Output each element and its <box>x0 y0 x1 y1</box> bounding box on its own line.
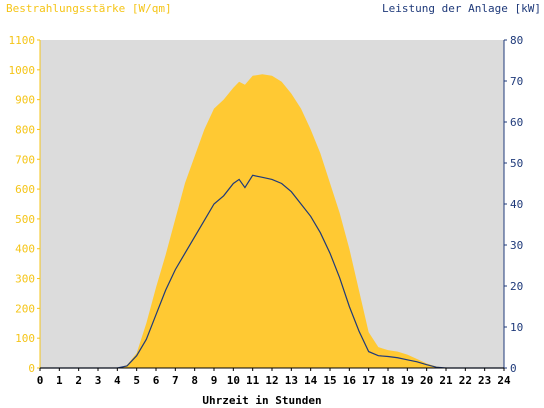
x-tick-label: 2 <box>75 374 82 387</box>
x-tick-label: 16 <box>343 374 357 387</box>
right-tick-label: 50 <box>510 157 523 170</box>
left-tick-label: 0 <box>28 362 35 375</box>
right-axis-title: Leistung der Anlage [kW] <box>382 2 541 15</box>
x-tick-label: 6 <box>153 374 160 387</box>
right-tick-label: 70 <box>510 75 523 88</box>
x-tick-label: 10 <box>227 374 240 387</box>
x-tick-label: 3 <box>95 374 102 387</box>
left-tick-label: 600 <box>15 183 35 196</box>
irradiance-area-layer <box>40 74 504 369</box>
right-tick-label: 20 <box>510 280 523 293</box>
x-tick-label: 13 <box>285 374 298 387</box>
left-axis-ticks: 0 100 200 300 400 500 600 700 800 900 1000 1100 <box>9 34 40 375</box>
left-tick-label: 300 <box>15 273 35 286</box>
left-tick-label: 100 <box>15 332 35 345</box>
left-tick-label: 400 <box>15 243 35 256</box>
x-axis-ticks: 0 1 2 3 4 5 6 7 8 9 10 11 12 13 14 15 16 17 18 19 20 21 22 23 24 <box>37 368 511 387</box>
right-tick-label: 40 <box>510 198 523 211</box>
left-tick-label: 200 <box>15 302 35 315</box>
x-tick-label: 7 <box>172 374 179 387</box>
left-axis-title: Bestrahlungsstärke [W/qm] <box>6 2 172 15</box>
x-tick-label: 19 <box>401 374 414 387</box>
right-tick-label: 60 <box>510 116 523 129</box>
x-tick-label: 18 <box>381 374 394 387</box>
x-tick-label: 24 <box>497 374 511 387</box>
x-tick-label: 20 <box>420 374 433 387</box>
left-tick-label: 800 <box>15 123 35 136</box>
irradiance-area <box>40 74 504 369</box>
x-tick-label: 17 <box>362 374 375 387</box>
left-tick-label: 500 <box>15 213 35 226</box>
x-tick-label: 14 <box>304 374 318 387</box>
x-tick-label: 15 <box>323 374 336 387</box>
x-tick-label: 8 <box>191 374 198 387</box>
x-tick-label: 22 <box>459 374 472 387</box>
right-tick-label: 10 <box>510 321 523 334</box>
x-tick-label: 4 <box>114 374 121 387</box>
right-axis-ticks: 0 10 20 30 40 50 60 70 80 <box>504 34 523 375</box>
right-tick-label: 0 <box>510 362 517 375</box>
power-line <box>40 174 504 369</box>
x-tick-label: 11 <box>246 374 260 387</box>
x-tick-label: 12 <box>265 374 278 387</box>
left-tick-label: 1000 <box>9 64 36 77</box>
x-tick-label: 5 <box>133 374 140 387</box>
left-tick-label: 1100 <box>9 34 36 47</box>
right-tick-label: 80 <box>510 34 523 47</box>
right-tick-label: 30 <box>510 239 523 252</box>
x-tick-label: 0 <box>37 374 44 387</box>
x-tick-label: 21 <box>439 374 453 387</box>
x-axis-label: Uhrzeit in Stunden <box>202 394 321 407</box>
power-line-layer <box>40 174 504 369</box>
x-tick-label: 23 <box>478 374 491 387</box>
left-tick-label: 900 <box>15 94 35 107</box>
x-tick-label: 9 <box>211 374 218 387</box>
left-tick-label: 700 <box>15 153 35 166</box>
x-tick-label: 1 <box>56 374 63 387</box>
